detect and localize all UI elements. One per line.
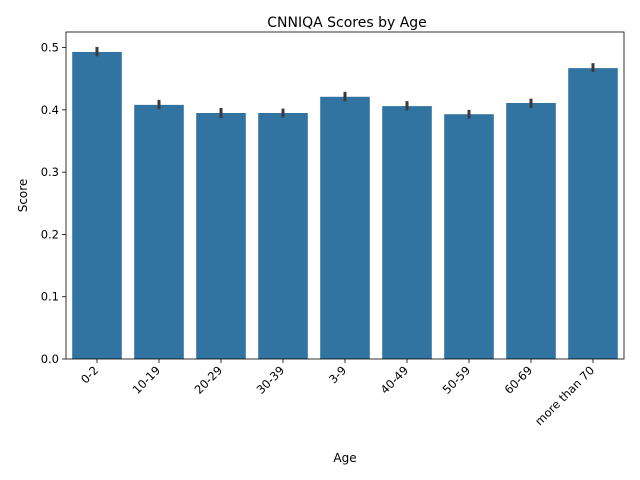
bar [568, 68, 618, 359]
plot-frame [65, 31, 625, 360]
x-tick-label: 60-69 [502, 363, 536, 397]
plot-area: 0.0 0.1 0.2 0.3 0.4 0.5 0-2 10-19 20-29 30-39 3-9 4… [41, 41, 618, 428]
x-tick-label: 20-29 [192, 363, 226, 397]
y-tick-label: 0.0 [41, 352, 59, 366]
bar [134, 104, 184, 359]
y-axis-label: Score [16, 179, 30, 213]
x-tick-label: 40-49 [378, 363, 412, 397]
chart-title: CNNIQA Scores by Age [267, 15, 427, 31]
x-tick-label: 10-19 [130, 363, 164, 397]
y-tick-label: 0.2 [41, 227, 59, 241]
x-tick-label: more than 70 [532, 363, 597, 428]
x-tick-label: 3-9 [326, 363, 349, 386]
x-tick-label: 30-39 [254, 363, 288, 397]
bar [444, 114, 494, 360]
bar [382, 106, 432, 360]
y-tick-label: 0.3 [41, 165, 59, 179]
x-tick-label: 0-2 [78, 363, 101, 386]
x-tick-label: 50-59 [440, 363, 474, 397]
y-tick-label: 0.1 [41, 290, 59, 304]
y-tick-label: 0.4 [41, 103, 59, 117]
bar [506, 103, 556, 360]
bar [72, 51, 122, 359]
y-tick-label: 0.5 [41, 41, 59, 55]
bar [196, 112, 246, 359]
x-axis-label: Age [333, 451, 356, 465]
bar [320, 96, 370, 359]
bar [258, 112, 308, 359]
